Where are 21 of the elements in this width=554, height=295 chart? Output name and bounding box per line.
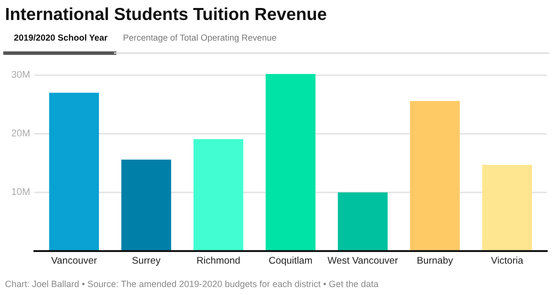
x-tick-label: Vancouver xyxy=(51,256,97,264)
x-tick-label: Coquitlam xyxy=(269,256,312,266)
y-tick-label: 30M xyxy=(12,70,30,78)
bar xyxy=(482,164,532,252)
y-tick-label: 10M xyxy=(12,188,30,196)
x-tick-label: Richmond xyxy=(197,256,240,264)
bar xyxy=(410,101,460,252)
y-tick-label: 20M xyxy=(12,130,30,136)
chart-subtitle: 2019/2020 School Year xyxy=(14,34,108,41)
text: Percentage of Total Operating Revenue xyxy=(124,34,276,42)
x-tick-label: Burnaby xyxy=(418,256,454,266)
x-tick-label: Surrey xyxy=(132,256,161,266)
chart-title: International Students Tuition Revenue xyxy=(6,7,326,20)
bar xyxy=(338,192,388,252)
x-tick-label: Victoria xyxy=(491,256,524,264)
bar xyxy=(193,139,244,252)
bar xyxy=(121,160,172,252)
bar xyxy=(266,74,316,252)
x-tick-label: West Vancouver xyxy=(328,256,398,264)
text: Chart: Joel Ballard • Source: The amended 2019-2020 budgets for each district • Get the data xyxy=(5,280,378,289)
bar xyxy=(49,92,99,252)
